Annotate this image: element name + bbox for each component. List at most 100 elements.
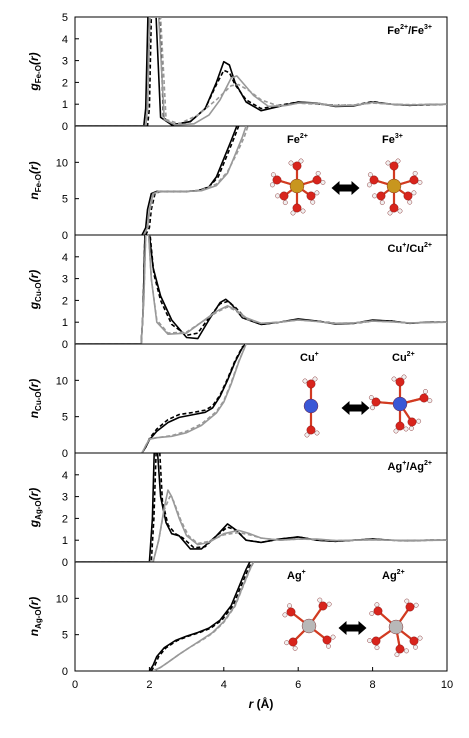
y-tick-label: 10 (56, 593, 68, 605)
y-tick-label: 1 (62, 317, 68, 329)
panel-g_Cu-O: 0 1 2 3 4 gCu-O(r) Cu+/Cu2+ (27, 234, 448, 351)
y-tick-label: 0 (62, 448, 68, 460)
panel-title-part: + (402, 242, 406, 249)
series-line-1 (141, 126, 238, 235)
atom (388, 619, 404, 635)
series-line-3 (152, 562, 255, 671)
y-tick-label: 1 (62, 99, 68, 111)
atom (376, 191, 386, 201)
x-axis-label-main: r (249, 697, 257, 711)
y-axis-label-main: g (27, 83, 41, 92)
atom (403, 426, 409, 432)
atom (427, 398, 433, 404)
y-axis-label-tail: (r) (27, 488, 41, 501)
atom (407, 417, 417, 427)
x-tick-label: 6 (295, 679, 301, 691)
series-line-1 (148, 562, 251, 671)
y-axis-label-sub: Fe-O (34, 65, 43, 83)
double-arrow-shape (341, 401, 370, 415)
x-axis-label-unit: (Å) (257, 696, 274, 711)
series-line-2 (141, 344, 247, 453)
double-arrow-icon (341, 401, 370, 415)
atom (282, 200, 288, 205)
series-group (148, 562, 255, 671)
atom (413, 602, 419, 608)
atom (315, 170, 321, 176)
atom (397, 208, 403, 214)
molecule-right (367, 158, 423, 216)
panel-title-part: 3+ (424, 24, 432, 31)
panel-title-part: + (402, 460, 406, 467)
y-axis-label: nFe-O(r) (27, 161, 43, 199)
ion-label-left-part: Ag (287, 570, 302, 582)
series-line-3 (141, 344, 247, 453)
atom (372, 193, 377, 199)
series-line-3 (75, 489, 447, 562)
series-line-4 (75, 17, 447, 126)
atom (423, 389, 428, 394)
atom (287, 603, 292, 609)
ion-label-right: Ag2+ (382, 569, 405, 582)
atom (373, 606, 383, 616)
atom (310, 199, 316, 205)
atom (386, 178, 402, 194)
y-axis-label-tail: (r) (27, 597, 41, 610)
ion-label-left-part: + (302, 569, 306, 576)
molecule-right (367, 598, 423, 658)
atom (298, 158, 304, 164)
panel-title-part: 2+ (424, 460, 432, 467)
panel-title-part: Cu (388, 243, 403, 255)
atom (314, 430, 320, 436)
atom (409, 425, 414, 431)
atom (413, 644, 418, 650)
y-axis-label: nCu-O(r) (27, 379, 43, 419)
panel-title: Fe2+/Fe3+ (387, 24, 432, 37)
atom (270, 172, 276, 178)
molecule-left (282, 597, 336, 651)
atom (387, 210, 393, 216)
molecule-left (270, 158, 326, 216)
atom (368, 395, 374, 400)
y-tick-label: 2 (62, 295, 68, 307)
atom (379, 200, 385, 205)
ion-label-left: Fe2+ (287, 133, 308, 146)
series-line-2 (75, 453, 447, 562)
atom (292, 645, 298, 651)
atom (286, 607, 296, 617)
y-tick-label: 4 (62, 252, 68, 264)
atom (401, 374, 407, 380)
series-group (141, 344, 247, 453)
atom (389, 203, 399, 213)
atom (289, 178, 305, 194)
atom (301, 618, 317, 634)
double-arrow-shape (338, 621, 367, 635)
x-axis: 0 2 4 6 8 10 r (Å) (72, 667, 453, 711)
atom (302, 378, 308, 384)
ion-label-right-part: 3+ (395, 133, 403, 140)
ion-label-right-part: Fe (382, 134, 395, 146)
atom (394, 652, 400, 658)
series-line-4 (75, 235, 447, 344)
atom (417, 635, 423, 641)
y-tick-label: 5 (62, 412, 68, 424)
panel-g_Ag-O: 0 1 2 3 4 gAg-O(r) Ag+/Ag2+ (27, 452, 448, 569)
y-tick-label: 4 (62, 34, 68, 46)
atom (367, 172, 373, 178)
atom (391, 376, 397, 382)
atom (288, 160, 294, 166)
y-tick-label: 4 (62, 470, 68, 482)
y-tick-label: 0 (62, 557, 68, 569)
y-axis-label-main: g (27, 301, 41, 310)
series-line-3 (75, 17, 447, 126)
atom (417, 179, 423, 185)
series-line-4 (75, 495, 447, 562)
atom (403, 191, 413, 201)
panel-title-part: /Cu (406, 243, 424, 255)
atom (306, 425, 316, 435)
atom (395, 421, 405, 431)
atom (407, 199, 413, 205)
atom (392, 396, 408, 412)
ion-label-left: Cu+ (300, 351, 319, 364)
series-group (75, 235, 447, 344)
ion-label-left: Ag+ (287, 569, 306, 582)
